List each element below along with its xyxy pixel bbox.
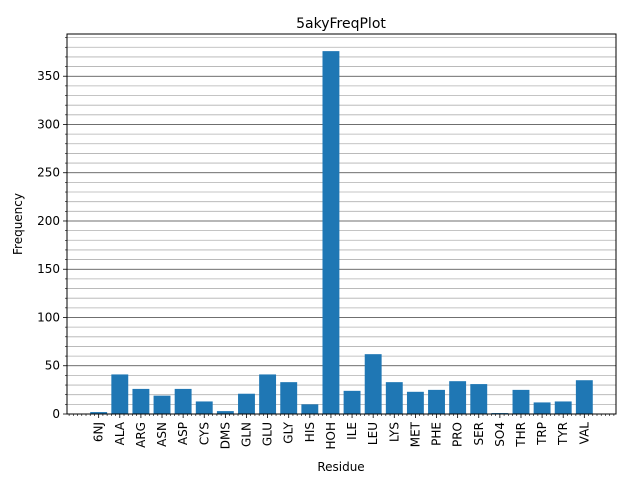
bar-ser: [470, 384, 488, 414]
bar-cys: [195, 401, 213, 414]
bar-gln: [238, 393, 255, 414]
bar-val: [575, 380, 593, 414]
y-tick-label: 250: [37, 166, 60, 180]
y-tick-label: 0: [52, 407, 60, 421]
bar-ala: [111, 374, 129, 414]
y-axis-ticks: 0 50 100 150 200 250 300 350: [37, 37, 67, 421]
x-tick-label: LYS: [387, 422, 401, 442]
x-tick-label: GLU: [261, 422, 275, 446]
plot-area: 0 50 100 150 200 250 300 350 6NJ ALA ARG ASN ASP CYS…: [37, 33, 617, 450]
bar-tyr: [554, 401, 572, 414]
bar-phe: [428, 389, 445, 414]
x-tick-label: GLN: [239, 422, 253, 447]
bar-thr: [512, 389, 530, 414]
bar-glu: [259, 374, 277, 414]
x-tick-label: ASN: [155, 422, 169, 447]
bar-asn: [153, 395, 171, 414]
x-tick-label: SER: [472, 422, 486, 446]
bar-asp: [174, 388, 192, 414]
x-tick-label: MET: [408, 421, 422, 447]
y-tick-label: 50: [45, 359, 60, 373]
x-tick-label: DMS: [218, 422, 232, 449]
bar-arg: [132, 388, 150, 414]
bar-gly: [280, 382, 298, 414]
x-tick-label: ARG: [134, 422, 148, 448]
x-tick-label: PRO: [451, 422, 465, 447]
x-tick-label: HOH: [324, 422, 338, 450]
bar-lys: [385, 382, 403, 414]
axes-frame: [66, 33, 617, 415]
x-tick-label: ASP: [176, 422, 190, 445]
x-axis-title: Residue: [317, 460, 364, 474]
y-tick-label: 150: [37, 262, 60, 276]
major-grid: [67, 75, 616, 367]
bar-6nj: [90, 412, 108, 414]
y-axis-title: Frequency: [11, 193, 25, 255]
x-tick-label: LEU: [366, 422, 380, 445]
bars: [90, 51, 593, 414]
bar-his: [301, 404, 319, 414]
bar-pro: [449, 381, 467, 414]
x-tick-label: VAL: [577, 422, 591, 445]
y-tick-label: 300: [37, 117, 60, 131]
x-tick-label: CYS: [197, 422, 211, 445]
y-tick-label: 100: [37, 310, 60, 324]
x-tick-label: ILE: [345, 422, 359, 440]
axes-background: [67, 34, 616, 414]
x-tick-label: 6NJ: [92, 422, 106, 442]
bar-leu: [364, 354, 382, 414]
chart-title: 5akyFreqPlot: [296, 16, 386, 32]
x-tick-label: GLY: [282, 421, 296, 443]
y-tick-label: 350: [37, 69, 60, 83]
bar-ile: [343, 390, 361, 414]
bar-hoh: [322, 51, 340, 414]
bar-dms: [216, 411, 234, 414]
x-tick-label: HIS: [303, 422, 317, 442]
x-tick-label: TRP: [535, 422, 549, 446]
bar-trp: [533, 402, 551, 414]
minor-grid: [67, 37, 616, 405]
bar-met: [406, 391, 424, 414]
x-tick-label: ALA: [113, 421, 127, 445]
x-axis-ticks: 6NJ ALA ARG ASN ASP CYS DMS GLN GLU GLY HIS HOH ILE L…: [68, 414, 615, 450]
y-tick-label: 200: [37, 214, 60, 228]
x-tick-label: SO4: [493, 422, 507, 447]
x-tick-label: THR: [514, 422, 528, 448]
x-tick-label: PHE: [430, 422, 444, 446]
x-tick-label: TYR: [556, 422, 570, 446]
